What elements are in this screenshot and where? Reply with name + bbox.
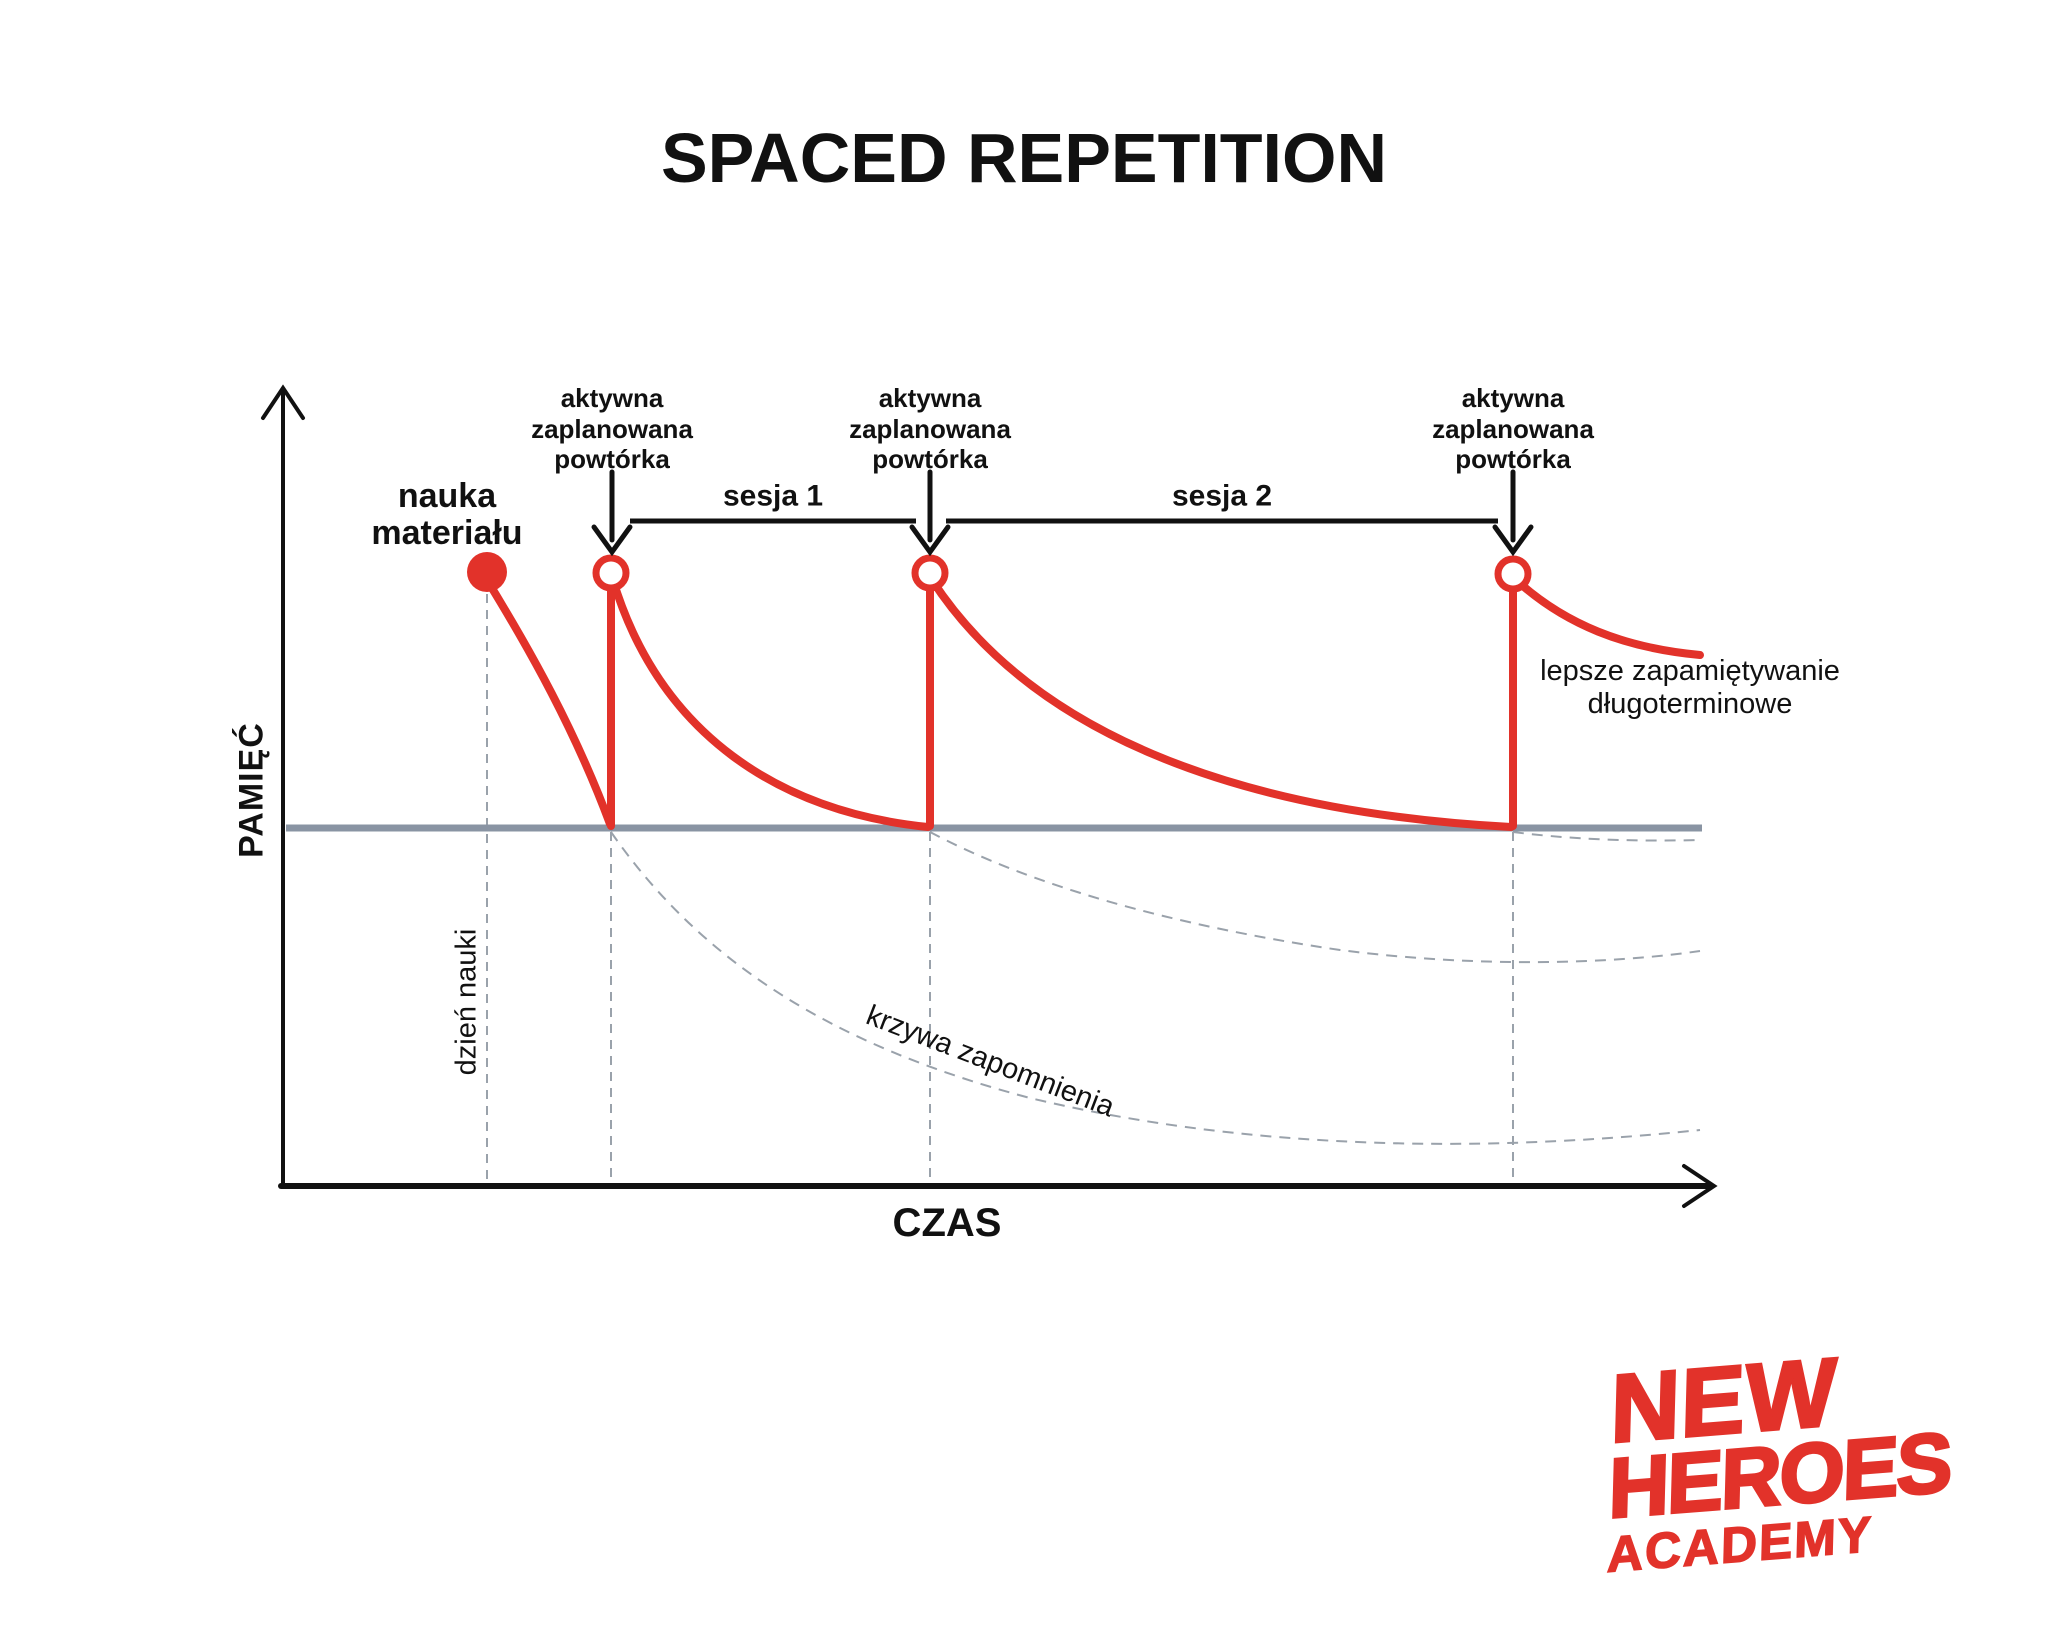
red-longterm-curve: [1511, 575, 1704, 659]
forgetting-curve-1: [610, 831, 1701, 1145]
right-arrow-icon: [1682, 1164, 1718, 1208]
red-decay-curve-3: [928, 576, 1515, 831]
y-axis: [261, 384, 305, 1188]
down-arrow-icon-1: [591, 524, 633, 557]
new-heroes-academy-logo: NEW HEROES ACADEMY: [1606, 1337, 1954, 1585]
down-arrow-icon-2: [909, 524, 951, 557]
learning-label: nauka materiału: [371, 477, 523, 552]
forgetting-curve-3: [1512, 831, 1701, 842]
logo-line-heroes: HEROES: [1606, 1413, 1953, 1537]
y-axis-label: PAMIĘĆ: [232, 722, 271, 858]
repetition-label-2: aktywna zaplanowana powtórka: [849, 383, 1011, 475]
session-2-label: sesja 2: [1171, 479, 1273, 513]
session-1-label: sesja 1: [722, 479, 824, 513]
forgetting-curves: [610, 831, 1701, 1145]
study-day-label: dzień nauki: [450, 928, 483, 1076]
red-decay-curve-1: [483, 576, 614, 828]
x-axis-label: CZAS: [892, 1201, 1002, 1245]
review-arrows: [591, 469, 1534, 557]
learning-point-marker: [467, 552, 507, 592]
review-marker-3: [1494, 555, 1532, 593]
red-decay-curve-2: [609, 576, 932, 831]
down-arrow-icon-3: [1492, 524, 1534, 557]
retention-curves: [483, 572, 1704, 831]
review-marker-1: [592, 554, 630, 592]
forgetting-curve-2: [929, 831, 1701, 964]
x-axis: [278, 1164, 1718, 1208]
review-marker-2: [911, 554, 949, 592]
repetition-label-1: aktywna zaplanowana powtórka: [531, 383, 693, 475]
dashed-guides: [486, 594, 1514, 1183]
page-title: SPACED REPETITION: [660, 119, 1388, 197]
up-arrow-icon: [261, 384, 305, 420]
long-term-label: lepsze zapamiętywanie długoterminowe: [1540, 655, 1840, 721]
repetition-label-3: aktywna zaplanowana powtórka: [1432, 383, 1594, 475]
review-markers: [592, 554, 1532, 593]
